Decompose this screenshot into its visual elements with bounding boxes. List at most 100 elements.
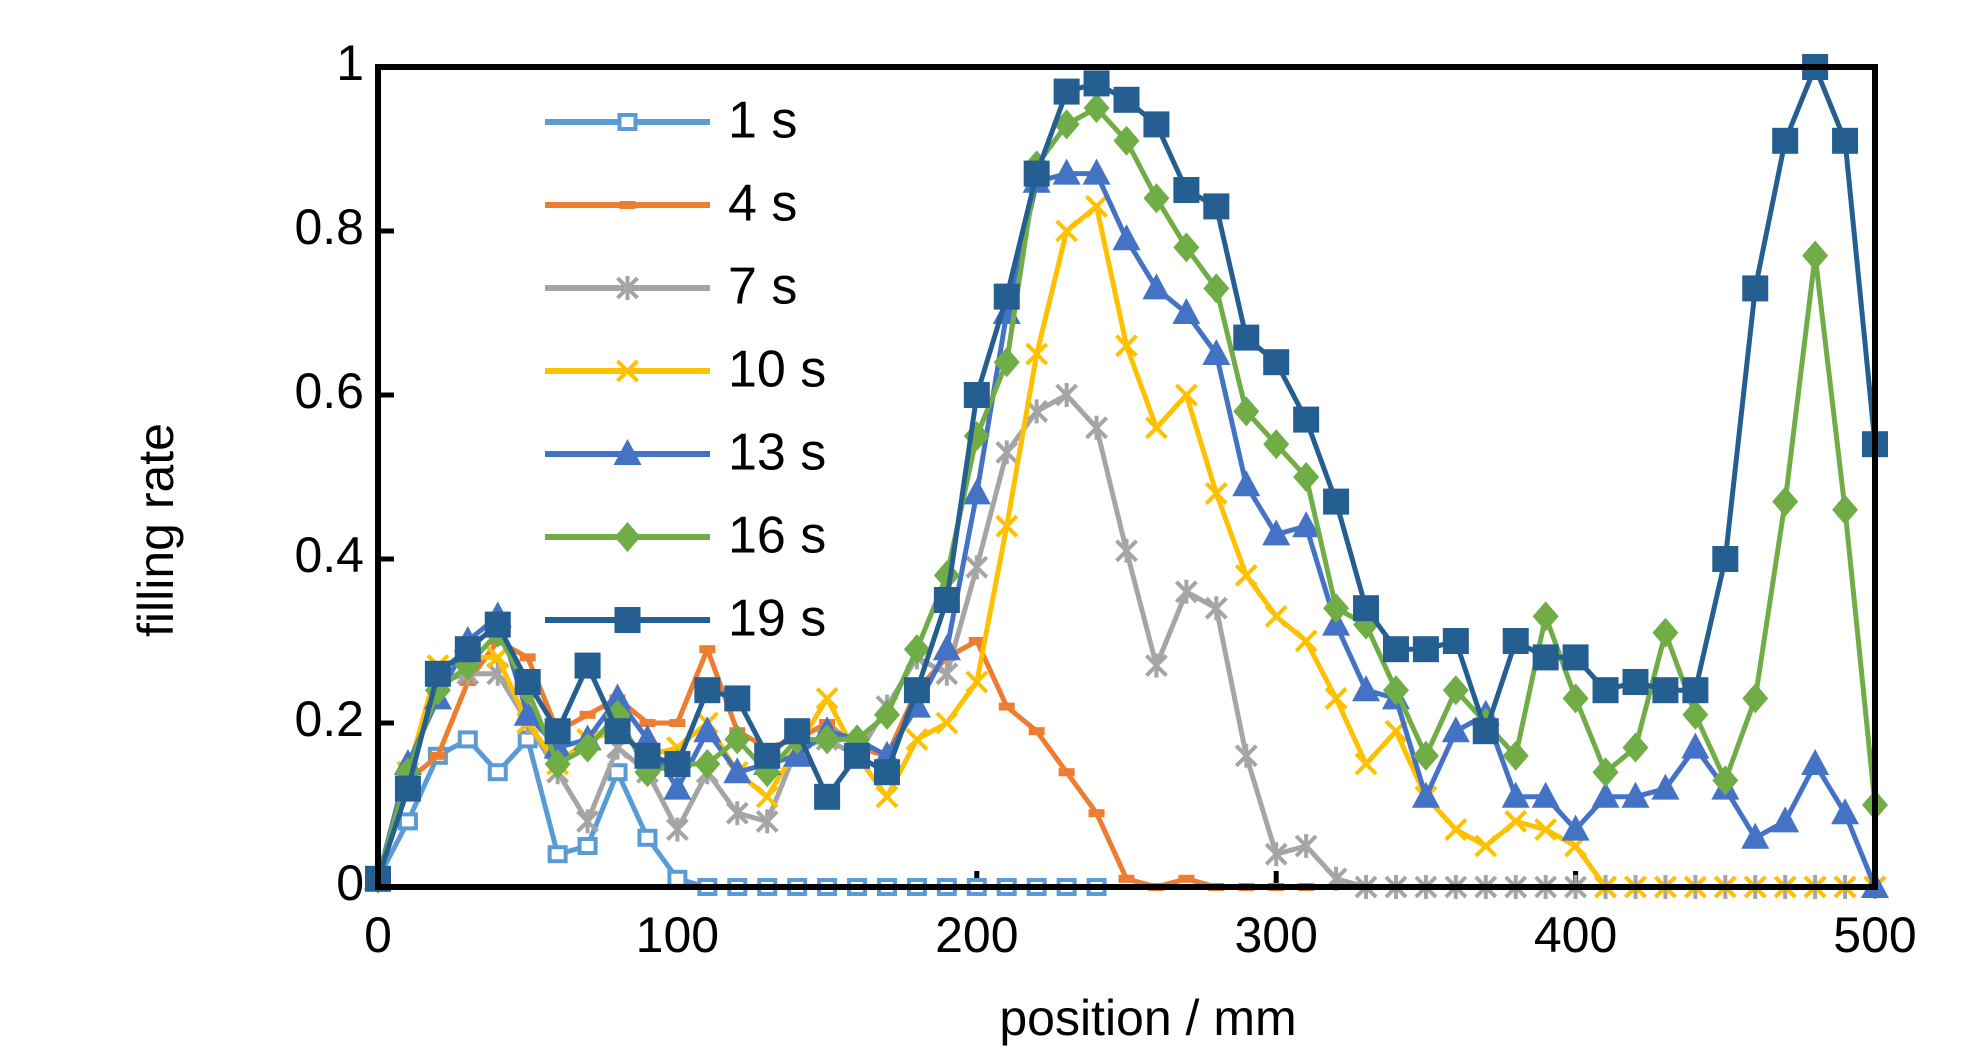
- marker: [725, 801, 749, 826]
- marker: [1442, 675, 1469, 706]
- marker: [723, 757, 752, 784]
- legend-label: 16 s: [728, 507, 826, 565]
- marker: [634, 742, 661, 769]
- marker: [1088, 809, 1105, 818]
- marker: [1591, 781, 1620, 808]
- marker: [1324, 686, 1348, 710]
- series: [370, 637, 1315, 891]
- marker: [1652, 617, 1679, 648]
- marker: [1621, 781, 1650, 808]
- marker: [1741, 822, 1770, 849]
- marker: [1264, 842, 1288, 867]
- marker: [1382, 636, 1409, 663]
- marker: [1145, 416, 1168, 440]
- marker: [1083, 93, 1110, 123]
- marker: [454, 636, 481, 663]
- marker: [693, 716, 722, 743]
- marker: [1204, 596, 1228, 621]
- series: [365, 93, 1888, 894]
- marker: [1534, 818, 1558, 842]
- marker: [932, 634, 961, 661]
- legend-label: 19 s: [728, 590, 826, 648]
- marker: [1174, 579, 1198, 604]
- marker: [1025, 342, 1049, 366]
- legend-label: 1 s: [728, 92, 797, 150]
- marker: [1085, 194, 1108, 218]
- legend-label: 7 s: [728, 258, 797, 316]
- x-tick-label: 200: [935, 907, 1018, 963]
- marker: [815, 686, 839, 710]
- marker: [903, 634, 930, 665]
- marker: [1263, 349, 1290, 376]
- marker: [544, 718, 571, 745]
- marker: [1742, 683, 1769, 714]
- marker: [1052, 158, 1081, 185]
- marker: [1263, 429, 1290, 460]
- marker: [544, 749, 571, 779]
- legend: 1 s 4 s 7 s 10 s 13 s 16 s 19 s: [545, 92, 826, 648]
- marker: [1178, 874, 1195, 883]
- marker: [755, 809, 779, 834]
- marker: [993, 347, 1020, 378]
- plot-frame: [375, 64, 1878, 890]
- marker: [1203, 273, 1230, 304]
- marker: [1712, 546, 1739, 572]
- marker: [1502, 628, 1529, 654]
- marker: [613, 439, 642, 465]
- marker: [1354, 752, 1378, 776]
- marker: [1294, 629, 1318, 653]
- marker: [619, 201, 636, 209]
- marker: [603, 683, 632, 710]
- marker: [1472, 718, 1499, 745]
- marker: [1444, 818, 1468, 842]
- marker: [905, 727, 929, 751]
- x-axis-title: position / mm: [999, 990, 1296, 1046]
- marker: [1293, 406, 1320, 433]
- marker: [1441, 716, 1470, 743]
- marker: [1411, 781, 1440, 808]
- marker: [754, 742, 781, 769]
- marker: [1115, 334, 1138, 358]
- marker: [933, 587, 960, 613]
- marker: [429, 751, 446, 760]
- marker: [1561, 814, 1590, 841]
- marker: [1412, 636, 1439, 663]
- marker: [1682, 677, 1709, 704]
- marker: [965, 670, 989, 694]
- marker: [519, 653, 536, 662]
- marker: [1053, 78, 1080, 105]
- marker: [397, 812, 418, 831]
- marker: [1053, 109, 1080, 140]
- marker: [1562, 644, 1589, 671]
- marker: [484, 611, 511, 638]
- series: [364, 158, 1889, 898]
- marker: [667, 869, 688, 888]
- x-tick-label: 300: [1234, 907, 1317, 963]
- marker: [995, 440, 1019, 465]
- marker: [1682, 699, 1709, 730]
- marker: [1502, 740, 1529, 771]
- marker: [1203, 193, 1230, 220]
- x-tick-label: 400: [1534, 907, 1617, 963]
- marker: [968, 637, 985, 645]
- marker: [614, 607, 641, 633]
- marker: [1771, 806, 1800, 833]
- y-tick-label: 0: [336, 855, 364, 911]
- marker: [1173, 177, 1200, 203]
- marker: [1532, 644, 1559, 671]
- marker: [1113, 86, 1140, 113]
- marker: [1531, 781, 1560, 808]
- marker: [1293, 462, 1320, 492]
- marker: [1742, 275, 1769, 302]
- marker: [1262, 519, 1291, 546]
- marker: [664, 751, 691, 777]
- marker: [637, 828, 658, 847]
- marker: [903, 677, 930, 704]
- series: [365, 54, 1888, 892]
- marker: [457, 730, 478, 749]
- y-tick-label: 0.6: [294, 363, 364, 419]
- marker: [1173, 232, 1200, 263]
- marker: [1832, 494, 1859, 525]
